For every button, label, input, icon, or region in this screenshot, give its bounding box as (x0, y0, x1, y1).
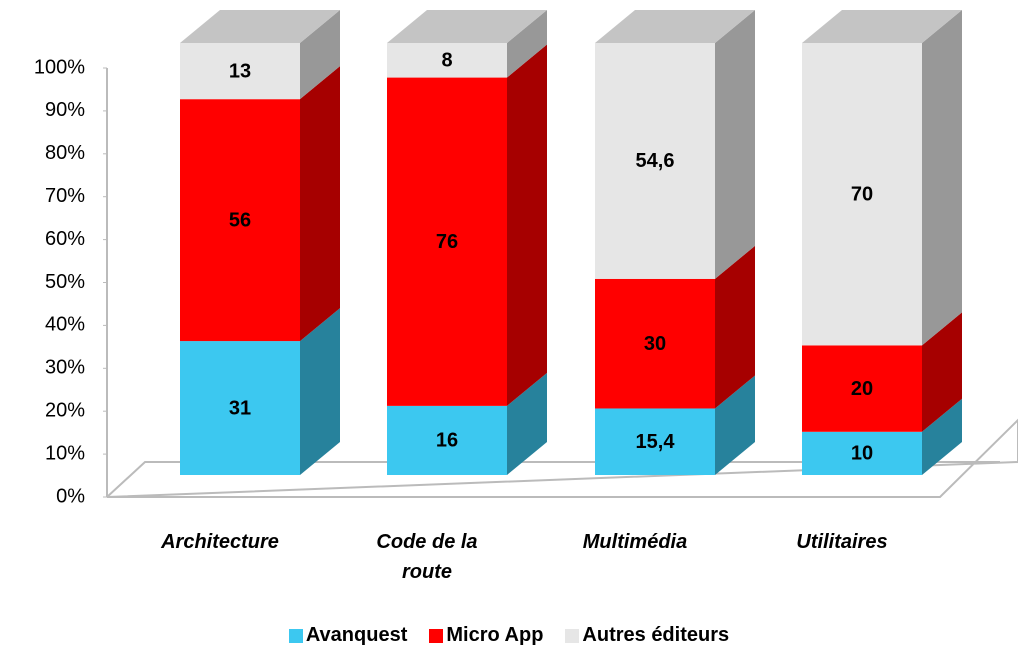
bar-side (715, 245, 755, 409)
x-tick-label: Architecture (161, 531, 279, 553)
y-tick-label: 60% (45, 228, 85, 250)
data-label: 76 (436, 231, 458, 253)
legend-label: Autres éditeurs (582, 624, 730, 646)
bar-side (507, 10, 547, 78)
y-tick-label: 0% (56, 485, 85, 507)
data-label: 10 (851, 443, 873, 465)
legend-swatch (429, 628, 444, 643)
data-label: 70 (851, 183, 873, 205)
bar-side (922, 10, 962, 346)
bar-front (802, 345, 922, 432)
y-tick-label: 50% (45, 271, 85, 293)
legend-item: Avanquest (288, 624, 408, 647)
bar-front (387, 77, 507, 406)
y-tick-label: 100% (34, 56, 85, 78)
bar-front (180, 341, 300, 475)
data-label: 15,4 (636, 431, 676, 453)
y-tick-label: 40% (45, 314, 85, 336)
bar-front (595, 43, 715, 279)
bar-front (387, 405, 507, 475)
bar-front (595, 408, 715, 475)
data-label: 16 (436, 430, 458, 452)
bar-side (715, 10, 755, 279)
y-tick-label: 20% (45, 399, 85, 421)
x-tick-label: Multimédia (582, 531, 688, 553)
bar-side (507, 44, 547, 406)
data-label: 20 (851, 378, 873, 400)
legend-swatch (565, 628, 580, 643)
bar-front (180, 99, 300, 342)
y-tick-label: 30% (45, 357, 85, 379)
bar-top (387, 10, 547, 43)
data-label: 56 (229, 209, 251, 231)
data-label: 13 (229, 60, 251, 82)
legend-label: Micro App (446, 624, 544, 646)
bar-side (715, 375, 755, 475)
bar-top (180, 10, 340, 43)
data-label: 8 (441, 50, 452, 72)
bar-side (300, 308, 340, 475)
data-label: 31 (229, 397, 251, 419)
y-tick-label: 80% (45, 142, 85, 164)
bar-front (387, 43, 507, 78)
legend-label: Avanquest (305, 624, 408, 646)
bar-side (922, 398, 962, 475)
y-tick-label: 90% (45, 99, 85, 121)
bar-side (507, 372, 547, 475)
bar-front (180, 43, 300, 100)
bar-front (802, 431, 922, 475)
bar-front (802, 43, 922, 346)
y-tick-label: 10% (45, 442, 85, 464)
bar-front (595, 278, 715, 409)
bar-side (300, 10, 340, 100)
legend-swatch (288, 628, 303, 643)
legend: Avanquest Micro App Autres éditeurs (0, 624, 1018, 647)
x-tick-label: Utilitaires (796, 531, 888, 553)
bar-top (595, 10, 755, 43)
legend-item: Autres éditeurs (565, 624, 729, 647)
bar-top (802, 10, 962, 43)
bar-side (922, 312, 962, 432)
data-label: 54,6 (636, 150, 675, 172)
y-tick-label: 70% (45, 185, 85, 207)
data-label: 30 (644, 333, 666, 355)
legend-item: Micro App (429, 624, 543, 647)
bar-side (300, 66, 340, 342)
x-tick-label: Code de la route (376, 531, 478, 583)
